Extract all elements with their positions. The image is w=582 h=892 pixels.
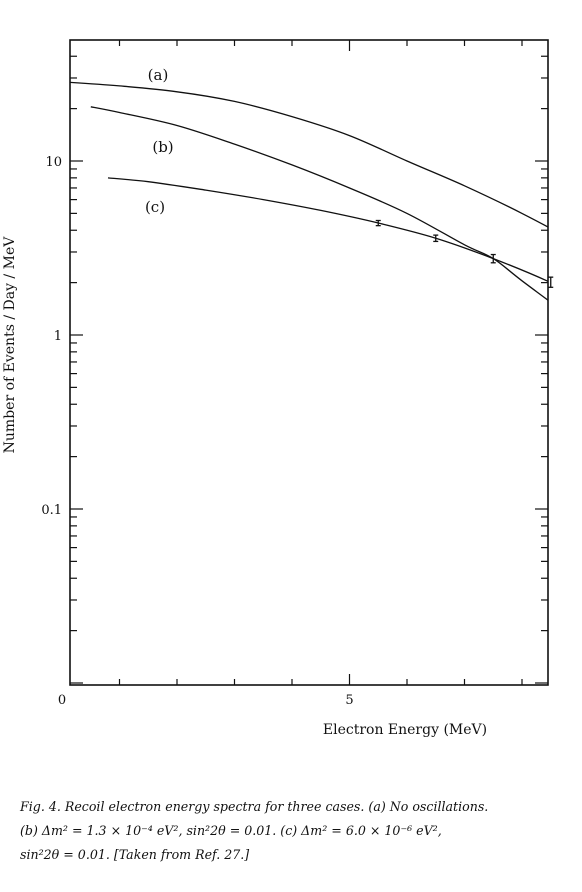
series-line-c: [107, 177, 548, 283]
y-tick-label: 0.1: [41, 503, 62, 518]
x-axis-title: Electron Energy (MeV): [323, 722, 487, 738]
series-label-b: (b): [152, 138, 173, 156]
y-tick-label: 1: [54, 329, 62, 344]
y-tick-labels: 0.1 1 10: [41, 155, 62, 518]
series-line-a: [70, 81, 548, 228]
series-labels: (a) (b) (c): [145, 66, 174, 216]
error-bar: [375, 219, 381, 227]
y-axis-title: Number of Events / Day / MeV: [2, 236, 18, 454]
caption-line-3: sin²2θ = 0.01. [Taken from Ref. 27.]: [20, 847, 250, 862]
y-tick-label: 10: [45, 155, 62, 170]
error-bar: [548, 276, 554, 288]
caption-line-2: (b) Δm² = 1.3 × 10⁻⁴ eV², sin²2θ = 0.01.…: [20, 823, 442, 838]
error-bars: [375, 219, 554, 288]
x-tick-label: 0: [58, 693, 66, 708]
figure-caption: Fig. 4. Recoil electron energy spectra f…: [20, 795, 580, 867]
series-line-b: [90, 106, 548, 302]
axis-ticks: [70, 40, 548, 685]
series-lines: [70, 81, 548, 302]
x-tick-label: 5: [345, 693, 353, 708]
series-label-c: (c): [145, 198, 165, 216]
series-label-a: (a): [148, 66, 169, 84]
error-bar: [490, 253, 496, 264]
caption-line-1: Fig. 4. Recoil electron energy spectra f…: [20, 799, 489, 814]
plot-frame: [69, 39, 549, 686]
x-tick-labels: 051015: [58, 693, 354, 708]
error-bar: [433, 234, 439, 243]
